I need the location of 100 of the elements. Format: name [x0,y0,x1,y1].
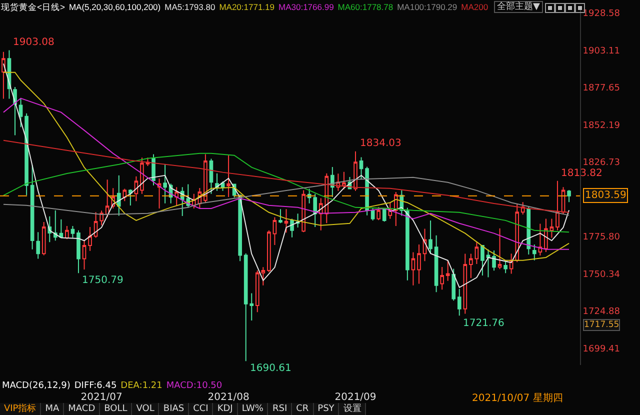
annotation: 1834.03 [360,138,402,149]
candlestick [469,253,473,278]
text: KDJ [213,403,238,415]
candlestick [284,208,288,234]
annotation: 现货黄金<日线> [1,2,65,12]
candlestick [428,220,432,254]
candlestick [65,226,69,240]
candlestick [88,226,92,252]
text: MA30:1766.99 [278,2,334,12]
candlestick [434,234,438,293]
candlestick [140,157,144,194]
candlestick [59,218,64,238]
text: MA60:1778.78 [338,2,394,12]
candlestick [226,154,230,198]
y-tick-label: 1775.80 [582,232,620,243]
candlestick [498,228,502,270]
candlestick [492,250,496,272]
text: 1717.55 [584,320,620,330]
text: MA5:1793.80 [164,2,216,12]
annotation: 1903.08 [13,37,54,48]
x-tick-label: 2021/07 [80,392,122,403]
text: VIP指标 [0,403,42,415]
y-tick-label: 1826.73 [582,158,620,168]
text: MA200 [461,2,488,12]
y-tick-label: 1750.34 [582,270,620,280]
candlestick [422,228,427,262]
candlestick [94,212,98,238]
y-tick-label: 1928.58 [582,9,620,20]
annotation: MA(5,20,30,60,100,200) [68,2,161,12]
candlestick [261,266,266,286]
candlestick [463,253,468,314]
text: MACD(26,12,9) [2,380,70,392]
text: DEA:1.21 [120,380,162,392]
candlestick [342,171,346,190]
text: RSI [268,403,292,415]
candlestick [526,206,531,256]
candlestick [411,252,416,286]
text: 设置 [339,403,366,415]
candlestick [128,188,132,206]
candlestick [116,174,121,216]
text: MA100:1790.29 [397,2,458,12]
candlestick [76,230,80,274]
text: MA20:1771.19 [219,2,274,12]
candlestick [457,288,462,316]
candlestick [567,190,571,203]
candlestick [70,226,75,238]
candlestick [446,260,450,282]
candlestick [53,210,58,242]
candlestick [417,244,421,284]
candlestick [30,164,34,250]
candlestick [24,112,28,196]
x-tick-label: 2021/09 [334,392,376,403]
candlestick [100,210,104,226]
text: CR [292,403,314,415]
candlestick [550,218,554,238]
candlestick [134,176,138,202]
candlestick [42,222,46,256]
candlestick [278,208,282,224]
candlestick [480,244,484,276]
line-series [2,176,570,216]
text: MACD:10.50 [166,380,222,392]
annotation: 1721.76 [463,318,504,329]
candlestick [515,203,520,263]
y-tick-label: 1699.41 [582,344,620,354]
candlestick [359,156,364,180]
ref-line-label: 1803.59 [585,190,626,201]
text: DIFF:6.45 [74,380,117,392]
candlestick [302,190,306,233]
candlestick [18,98,23,128]
candlestick [152,154,156,186]
candlestick [290,218,294,238]
y-tick-label: 1877.65 [582,84,620,94]
candlestick [255,270,260,313]
annotation: 1690.61 [250,363,292,374]
annotation: 全部主题▼ [494,1,543,13]
y-tick-label: 1724.88 [582,307,620,318]
candlestick [82,240,86,270]
candlestick [452,268,456,302]
text: MACD [64,403,100,415]
candlestick [157,178,162,209]
y-tick-label: 1903.11 [582,46,620,56]
candlestick [354,150,358,192]
text: BIAS [159,403,190,415]
annotation: 1750.79 [82,275,124,286]
text: LW% [238,403,268,415]
candlestick [532,244,536,261]
candlestick [556,180,560,231]
candlestick [538,223,542,256]
text: MA [41,403,64,415]
text: BOLL [100,403,132,415]
candlestick [382,208,386,222]
candlestick [163,164,167,204]
y-tick-label: 1852.19 [582,120,620,131]
candlestick [174,186,179,206]
text: VOL [132,403,160,415]
x-tick-label: 2021/08 [208,392,250,403]
candlestick [267,230,271,273]
candlestick [406,207,410,281]
candlestick [272,216,277,246]
candlestick [238,194,242,262]
